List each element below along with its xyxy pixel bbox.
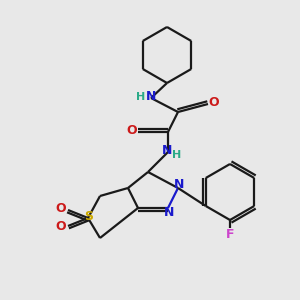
- Text: O: O: [56, 220, 66, 233]
- Text: O: O: [127, 124, 137, 137]
- Text: N: N: [164, 206, 174, 220]
- Text: S: S: [85, 211, 94, 224]
- Text: N: N: [174, 178, 184, 190]
- Text: H: H: [172, 150, 182, 160]
- Text: O: O: [56, 202, 66, 215]
- Text: O: O: [209, 97, 219, 110]
- Text: N: N: [162, 145, 172, 158]
- Text: N: N: [146, 91, 156, 103]
- Text: H: H: [136, 92, 146, 102]
- Text: F: F: [226, 227, 234, 241]
